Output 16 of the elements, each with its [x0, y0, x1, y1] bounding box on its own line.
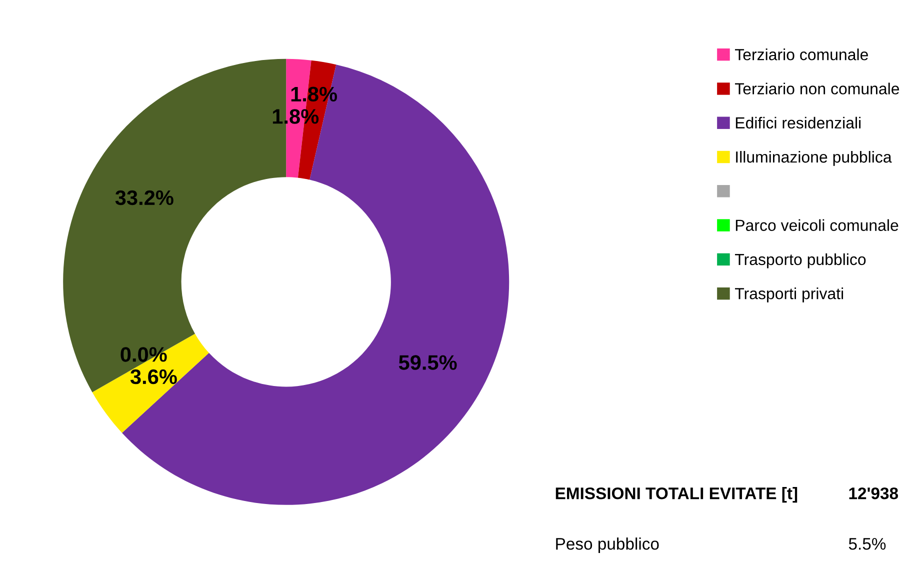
legend-label: Trasporti privati — [734, 288, 844, 302]
legend-label: Terziario comunale — [734, 48, 868, 60]
text: Peso pubblico — [556, 538, 659, 554]
text: EMISSIONI TOTALI EVITATE [t] — [556, 487, 798, 503]
text: 12'938 — [849, 487, 898, 500]
data-label: 33.2% — [115, 190, 174, 206]
data-label: 1.8% — [272, 109, 319, 124]
data-label: 3.6% — [130, 369, 177, 384]
legend-label: Illuminazione pubblica — [736, 150, 892, 166]
legend-label: Trasporto pubblico — [734, 253, 866, 268]
legend-label: Edifici residenziali — [736, 116, 860, 129]
data-label: 59.5% — [398, 355, 457, 370]
legend-label: Parco veicoli comunale — [736, 219, 898, 231]
donut-slice — [92, 334, 209, 433]
text: 5.5% — [848, 538, 886, 550]
legend-label: Terziario non comunale — [734, 82, 900, 94]
